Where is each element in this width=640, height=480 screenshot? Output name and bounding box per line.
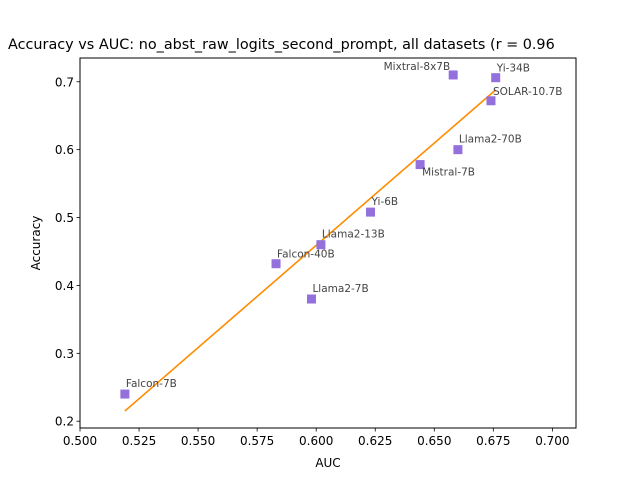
point-labels-layer: Falcon-7B Falcon-40B Llama2-7B Llama2-13B Yi… — [126, 61, 563, 390]
y-tick-label: 0.2 — [55, 415, 74, 429]
point-label: Yi-34B — [496, 63, 530, 75]
point-label: Mixtral-8x7B — [384, 61, 451, 73]
y-tick-label: 0.3 — [55, 347, 74, 361]
data-point — [120, 389, 130, 399]
data-point — [306, 294, 316, 304]
x-tick-label: 0.625 — [358, 434, 392, 448]
x-tick-label: 0.500 — [63, 434, 97, 448]
point-label: Mistral-7B — [422, 167, 475, 179]
data-point — [486, 96, 496, 106]
x-tick-label: 0.525 — [122, 434, 156, 448]
point-label: SOLAR-10.7B — [493, 86, 562, 98]
x-tick-label: 0.575 — [240, 434, 274, 448]
x-tick-label: 0.600 — [299, 434, 333, 448]
data-point — [366, 207, 376, 217]
y-tick-label: 0.5 — [55, 211, 74, 225]
x-tick-label: 0.700 — [535, 434, 569, 448]
x-tick-label: 0.550 — [181, 434, 215, 448]
point-label: Llama2-70B — [459, 134, 522, 146]
chart-title: Accuracy vs AUC: no_abst_raw_logits_seco… — [8, 37, 555, 53]
regression-line — [124, 89, 497, 412]
y-tick-label: 0.4 — [55, 279, 74, 293]
regression-line-layer — [124, 89, 497, 412]
x-tick-label: 0.650 — [417, 434, 451, 448]
data-point — [453, 145, 463, 155]
point-label: Falcon-7B — [126, 378, 177, 390]
plot-frame — [79, 57, 577, 429]
plot-area: 0.500 0.525 0.550 0.575 0.600 0.625 0.650 0.675… — [55, 57, 577, 448]
x-axis: 0.500 0.525 0.550 0.575 0.600 0.625 0.650 0.675… — [63, 428, 570, 448]
x-axis-title: AUC — [315, 456, 340, 470]
y-axis: 0.2 0.3 0.4 0.5 0.6 0.7 — [55, 75, 80, 429]
point-label: Falcon-40B — [277, 249, 335, 261]
y-axis-title: Accuracy — [29, 216, 43, 271]
data-point — [448, 70, 458, 80]
y-tick-label: 0.6 — [55, 143, 74, 157]
data-point — [316, 240, 326, 250]
points-layer — [120, 70, 501, 399]
point-label: Yi-6B — [371, 196, 399, 208]
y-tick-label: 0.7 — [55, 75, 74, 89]
data-point — [271, 259, 281, 269]
x-tick-label: 0.675 — [476, 434, 510, 448]
data-point — [415, 160, 425, 170]
data-point — [491, 73, 501, 83]
point-label: Llama2-7B — [312, 283, 368, 295]
point-label: Llama2-13B — [322, 229, 385, 241]
